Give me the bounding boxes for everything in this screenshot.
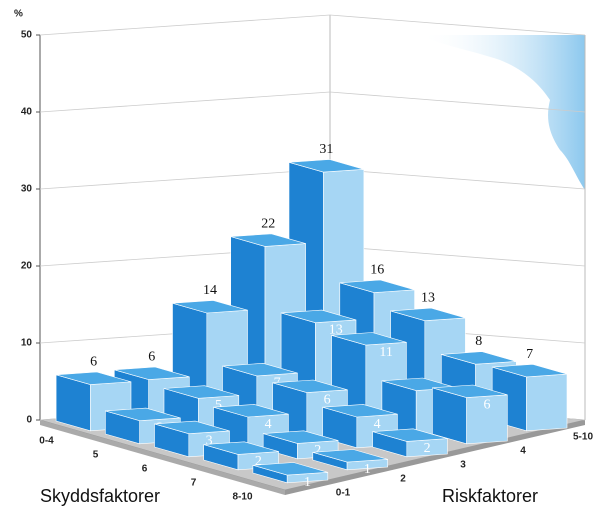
x-category-label: 7 xyxy=(191,478,197,489)
bar xyxy=(252,462,329,484)
value-label: 14 xyxy=(203,283,217,298)
grid-line xyxy=(39,91,586,113)
value-label: 13 xyxy=(329,323,343,338)
value-label: 3 xyxy=(206,434,213,449)
bar-top xyxy=(172,300,248,314)
value-label: 8 xyxy=(475,334,482,349)
bar-top xyxy=(331,332,407,346)
bar-top xyxy=(105,407,181,422)
x-category-label: 6 xyxy=(142,464,148,475)
value-label: 6 xyxy=(483,397,490,412)
value-label: 13 xyxy=(421,291,435,306)
bar-top xyxy=(230,233,306,247)
z-category-label: 5-10 xyxy=(573,432,593,443)
bar-top xyxy=(154,420,230,435)
bar-top xyxy=(163,385,239,399)
bar-top xyxy=(56,371,132,385)
value-label: 4 xyxy=(374,417,381,432)
y-tick-label: 10 xyxy=(21,338,33,349)
bar-top xyxy=(222,362,298,377)
value-label: 1 xyxy=(364,462,371,477)
value-label: 16 xyxy=(370,263,384,278)
y-tick-label: 50 xyxy=(21,30,33,41)
y-tick-label: 30 xyxy=(21,184,33,195)
value-label: 2 xyxy=(424,441,431,456)
bar-top xyxy=(203,441,279,455)
bar xyxy=(312,449,389,471)
bar-top xyxy=(372,428,448,442)
bar-top xyxy=(339,279,415,293)
sky-decoration xyxy=(420,35,585,190)
value-label: 5 xyxy=(215,398,222,413)
bar-top xyxy=(312,449,388,463)
value-label: 31 xyxy=(319,142,333,157)
bar-top xyxy=(252,462,328,476)
y-tick-label: 0 xyxy=(26,415,32,426)
z-axis-title: Riskfaktorer xyxy=(442,486,538,506)
y-unit: % xyxy=(14,9,23,20)
bar-top xyxy=(288,159,364,173)
y-tick-label: 20 xyxy=(21,261,33,272)
bar-top xyxy=(281,309,357,324)
z-category-label: 2 xyxy=(400,474,406,485)
z-category-label: 3 xyxy=(460,460,466,471)
z-category-label: 4 xyxy=(520,446,526,457)
bar-top xyxy=(432,384,508,398)
bar xyxy=(432,384,508,445)
value-label: 1 xyxy=(304,475,311,490)
bar-top xyxy=(441,351,517,365)
x-category-label: 0-4 xyxy=(39,436,54,447)
floor-edge xyxy=(285,420,585,495)
value-label: 2 xyxy=(314,443,321,458)
x-category-label: 8-10 xyxy=(232,492,252,503)
y-tick-label: 40 xyxy=(21,107,33,118)
value-label: 4 xyxy=(265,417,272,432)
bar-top xyxy=(272,379,348,393)
bar xyxy=(372,428,448,458)
bar-top xyxy=(114,366,190,380)
value-label: 6 xyxy=(148,350,155,365)
bar-top xyxy=(263,430,339,444)
bar-top xyxy=(492,363,568,378)
floor-edge xyxy=(40,420,285,495)
bar-right-face xyxy=(526,373,568,432)
x-axis-title: Skyddsfaktorer xyxy=(40,486,160,506)
value-label: 6 xyxy=(324,392,331,407)
value-label: 7 xyxy=(526,347,533,362)
value-label: 11 xyxy=(379,345,392,360)
grid-line xyxy=(39,14,586,36)
z-category-label: 0-1 xyxy=(336,488,351,499)
bar-top xyxy=(213,404,289,418)
value-label: 2 xyxy=(255,454,262,469)
bar-top xyxy=(322,404,398,418)
value-label: 6 xyxy=(90,355,97,370)
bar xyxy=(491,363,568,432)
bar-top xyxy=(390,307,466,322)
value-label: 22 xyxy=(261,216,275,231)
x-category-label: 5 xyxy=(93,450,99,461)
